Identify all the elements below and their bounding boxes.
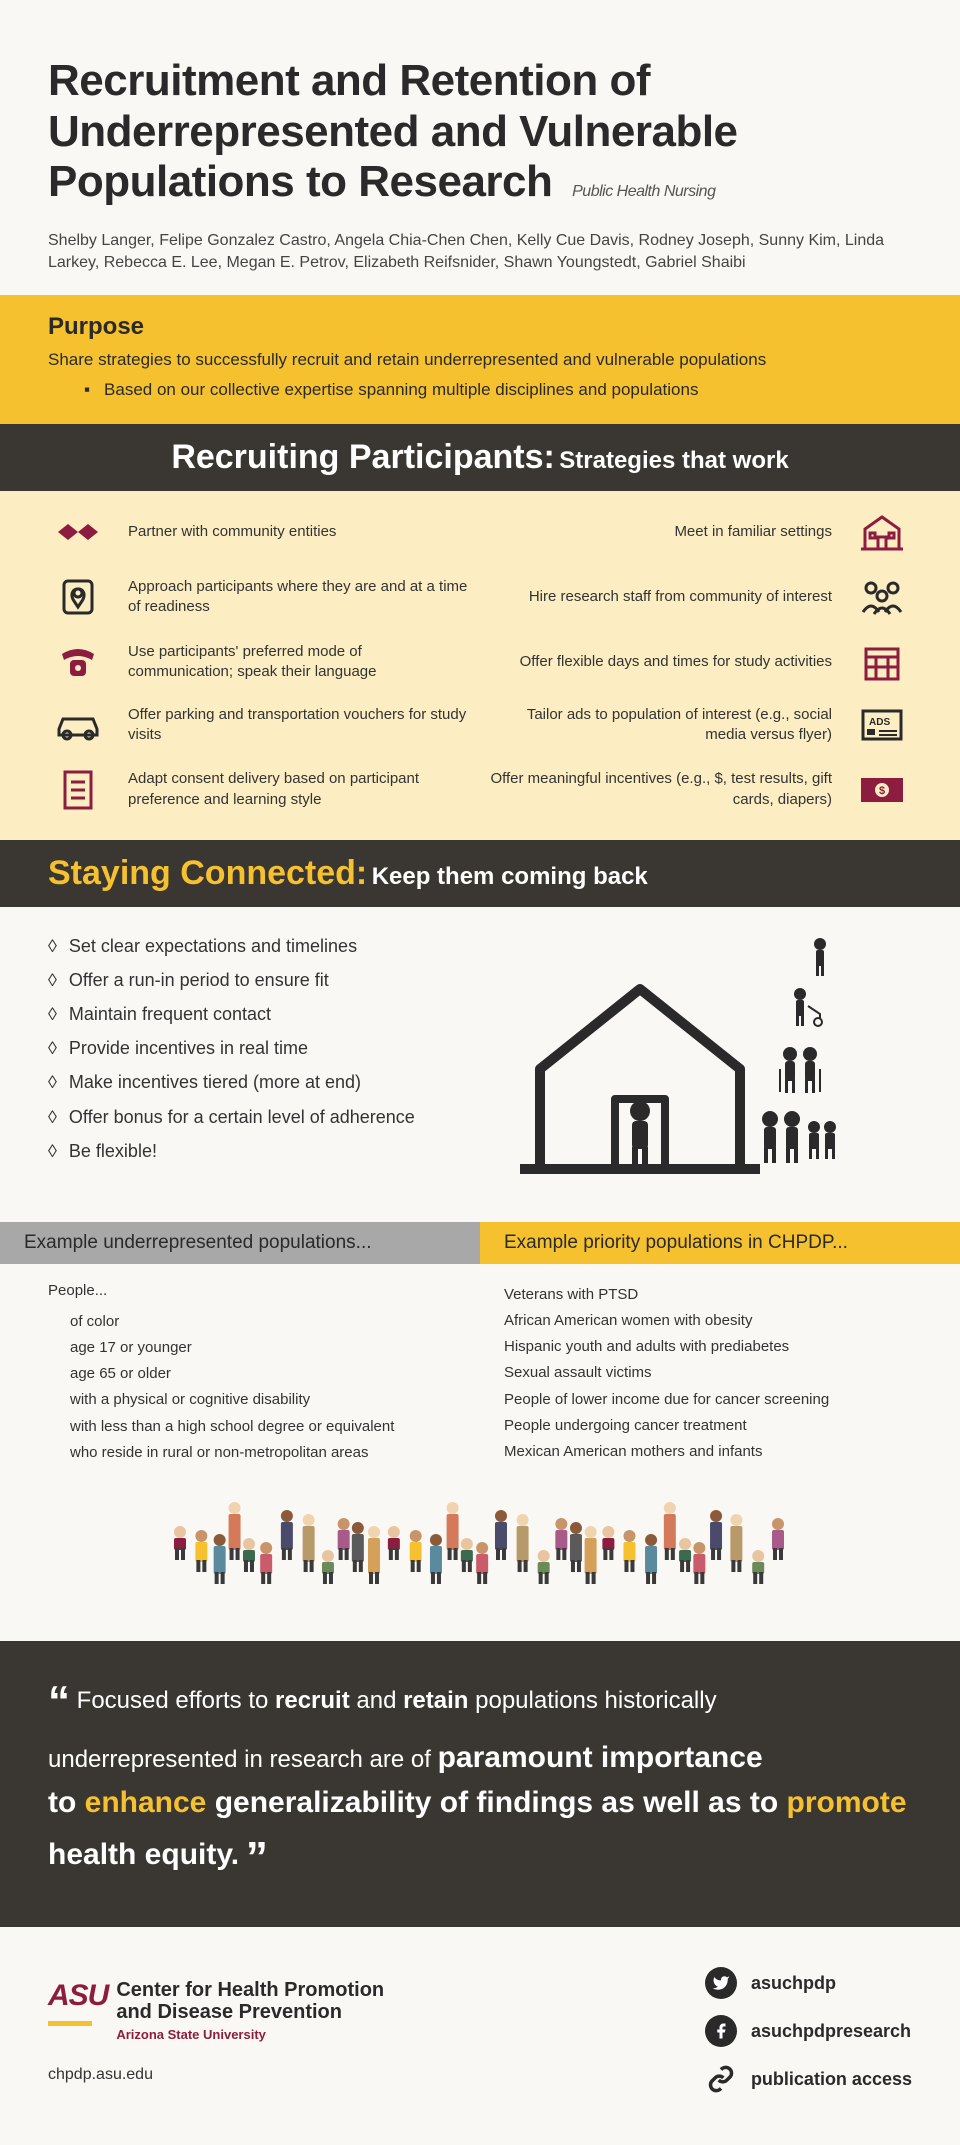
example-left-2: age 65 or older <box>48 1361 456 1387</box>
page-title: Recruitment and Retention of Underrepres… <box>48 56 912 208</box>
connected-item-1: Offer a run-in period to ensure fit <box>48 963 460 997</box>
calendar-icon <box>852 641 912 683</box>
link-icon <box>705 2063 737 2095</box>
recruit-left-4: Adapt consent delivery based on particip… <box>128 769 470 810</box>
purpose-text: Share strategies to successfully recruit… <box>48 347 912 373</box>
connected-item-6: Be flexible! <box>48 1134 460 1168</box>
footer-org-block: Center for Health Promotion and Disease … <box>116 1979 384 2042</box>
recruiting-sub: Strategies that work <box>559 447 788 474</box>
connected-item-4: Make incentives tiered (more at end) <box>48 1065 460 1099</box>
examples-right-body: Veterans with PTSDAfrican American women… <box>480 1264 960 1486</box>
social-link[interactable]: publication access <box>705 2063 912 2095</box>
connected-list: Set clear expectations and timelinesOffe… <box>48 929 460 1194</box>
social-label: publication access <box>751 2069 912 2090</box>
footer-org-line1: Center for Health Promotion <box>116 1979 384 2001</box>
example-right-0: Veterans with PTSD <box>504 1282 912 1308</box>
connected-body: Set clear expectations and timelinesOffe… <box>0 907 960 1222</box>
recruit-right-4: Offer meaningful incentives (e.g., $, te… <box>490 769 832 810</box>
connected-graphic <box>500 929 912 1194</box>
infographic-page: Recruitment and Retention of Underrepres… <box>0 0 960 2145</box>
example-left-4: with less than a high school degree or e… <box>48 1414 456 1440</box>
recruit-left-2: Use participants' preferred mode of comm… <box>128 642 470 683</box>
social-label: asuchpdp <box>751 1973 836 1994</box>
footer-section: ASU Center for Health Promotion and Dise… <box>0 1927 960 2145</box>
footer-url: chpdp.asu.edu <box>48 2066 384 2084</box>
examples-right-heading: Example priority populations in CHPDP... <box>480 1222 960 1264</box>
social-twitter[interactable]: asuchpdp <box>705 1967 912 1999</box>
example-left-0: of color <box>48 1309 456 1335</box>
connected-heading: Staying Connected: <box>48 854 367 892</box>
examples-left-heading: Example underrepresented populations... <box>0 1222 480 1264</box>
example-left-5: who reside in rural or non-metropolitan … <box>48 1440 456 1466</box>
asu-gold-bar <box>48 2021 92 2026</box>
asu-mark: ASU <box>48 1979 108 2031</box>
example-right-3: Sexual assault victims <box>504 1360 912 1386</box>
car-icon <box>48 707 108 743</box>
recruiting-band: Recruiting Participants: Strategies that… <box>0 424 960 491</box>
svg-text:ADS: ADS <box>869 717 890 728</box>
social-facebook[interactable]: asuchpdpresearch <box>705 2015 912 2047</box>
footer-left: ASU Center for Health Promotion and Dise… <box>48 1979 384 2084</box>
footer-org-line2: and Disease Prevention <box>116 2001 384 2023</box>
connected-item-2: Maintain frequent contact <box>48 997 460 1031</box>
social-label: asuchpdpresearch <box>751 2021 911 2042</box>
examples-right-list: Veterans with PTSDAfrican American women… <box>504 1282 912 1466</box>
examples-left-body: People... of colorage 17 or youngerage 6… <box>0 1264 480 1487</box>
facebook-icon <box>705 2015 737 2047</box>
quote-text: “ Focused efforts to recruit and retain … <box>48 1669 912 1891</box>
handshake-icon <box>48 514 108 550</box>
recruit-right-0: Meet in familiar settings <box>490 522 832 542</box>
building-icon <box>852 511 912 553</box>
example-right-4: People of lower income due for cancer sc… <box>504 1387 912 1413</box>
footer-logo: ASU Center for Health Promotion and Dise… <box>48 1979 384 2042</box>
recruiting-heading: Recruiting Participants: <box>171 438 555 476</box>
recruit-left-3: Offer parking and transportation voucher… <box>128 705 470 746</box>
house-people-icon <box>500 929 860 1189</box>
examples-right-col: Example priority populations in CHPDP...… <box>480 1222 960 1487</box>
connected-band: Staying Connected: Keep them coming back <box>0 840 960 907</box>
money-icon: $ <box>852 774 912 806</box>
recruit-right-2: Offer flexible days and times for study … <box>490 652 832 672</box>
recruit-left-0: Partner with community entities <box>128 522 470 542</box>
recruit-right-1: Hire research staff from community of in… <box>490 587 832 607</box>
subtitle: Public Health Nursing <box>572 183 715 200</box>
recruit-right-3: Tailor ads to population of interest (e.… <box>490 705 832 746</box>
example-right-6: Mexican American mothers and infants <box>504 1439 912 1465</box>
connected-sub: Keep them coming back <box>372 863 648 890</box>
footer-social: asuchpdp asuchpdpresearch publication acce… <box>705 1967 912 2095</box>
examples-left-lead: People... <box>48 1282 456 1299</box>
svg-text:$: $ <box>879 785 885 797</box>
twitter-icon <box>705 1967 737 1999</box>
example-right-5: People undergoing cancer treatment <box>504 1413 912 1439</box>
authors-list: Shelby Langer, Felipe Gonzalez Castro, A… <box>48 230 912 275</box>
example-right-2: Hispanic youth and adults with prediabet… <box>504 1334 912 1360</box>
quote-section: “ Focused efforts to recruit and retain … <box>0 1641 960 1927</box>
recruit-left-1: Approach participants where they are and… <box>128 577 470 618</box>
footer-university: Arizona State University <box>116 2027 384 2042</box>
recruiting-body: Partner with community entities Meet in f… <box>0 491 960 840</box>
purpose-section: Purpose Share strategies to successfully… <box>0 295 960 425</box>
examples-left-col: Example underrepresented populations... … <box>0 1222 480 1487</box>
people-icon <box>852 578 912 616</box>
example-right-1: African American women with obesity <box>504 1308 912 1334</box>
crowd-illustration <box>0 1486 960 1641</box>
purpose-bullet: Based on our collective expertise spanni… <box>84 380 912 400</box>
examples-left-list: of colorage 17 or youngerage 65 or older… <box>48 1309 456 1467</box>
connected-item-3: Provide incentives in real time <box>48 1031 460 1065</box>
connected-item-5: Offer bonus for a certain level of adher… <box>48 1100 460 1134</box>
location-icon <box>48 575 108 619</box>
phone-icon <box>48 642 108 682</box>
document-icon <box>48 768 108 812</box>
header-section: Recruitment and Retention of Underrepres… <box>0 0 960 295</box>
example-left-3: with a physical or cognitive disability <box>48 1387 456 1413</box>
examples-section: Example underrepresented populations... … <box>0 1222 960 1487</box>
recruit-grid: Partner with community entities Meet in f… <box>48 511 912 812</box>
example-left-1: age 17 or younger <box>48 1335 456 1361</box>
connected-item-0: Set clear expectations and timelines <box>48 929 460 963</box>
purpose-heading: Purpose <box>48 313 912 341</box>
ads-icon: ADS <box>852 707 912 743</box>
